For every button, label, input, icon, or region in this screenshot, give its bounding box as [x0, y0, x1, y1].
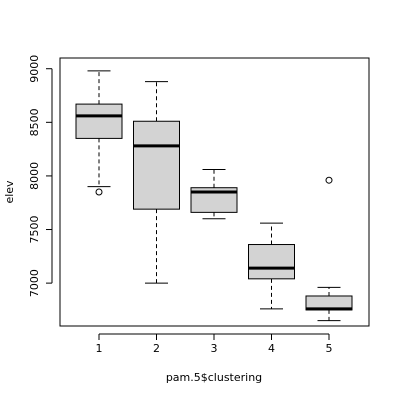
x-tick-label: 2 [153, 342, 160, 355]
box-cluster-5 [305, 176, 353, 322]
x-axis-title: pam.5$clustering [166, 371, 262, 384]
y-tick-label: 8000 [28, 162, 41, 190]
x-tick-label: 3 [211, 342, 218, 355]
y-axis-title: elev [3, 180, 16, 204]
box-iqr [75, 103, 123, 139]
x-tick-label: 4 [268, 342, 275, 355]
outlier-point [325, 176, 333, 184]
box-cluster-3 [190, 168, 238, 220]
y-tick-label: 9000 [28, 55, 41, 83]
box-cluster-1 [75, 70, 123, 196]
x-tick-label: 1 [96, 342, 103, 355]
x-tick-label: 5 [326, 342, 333, 355]
y-tick-label: 7500 [28, 216, 41, 244]
plot-frame [59, 57, 370, 327]
outlier-point [95, 188, 103, 196]
box-cluster-4 [248, 222, 295, 310]
y-tick-label: 7000 [28, 269, 41, 297]
x-axis: 1 2 3 4 5 [96, 333, 333, 355]
box-iqr [248, 244, 295, 280]
box-iqr [133, 120, 180, 210]
y-tick-label: 8500 [28, 108, 41, 136]
box-cluster-2 [133, 81, 180, 284]
y-axis: 7000 7500 8000 8500 9000 [28, 55, 53, 297]
boxes-layer [75, 70, 353, 322]
